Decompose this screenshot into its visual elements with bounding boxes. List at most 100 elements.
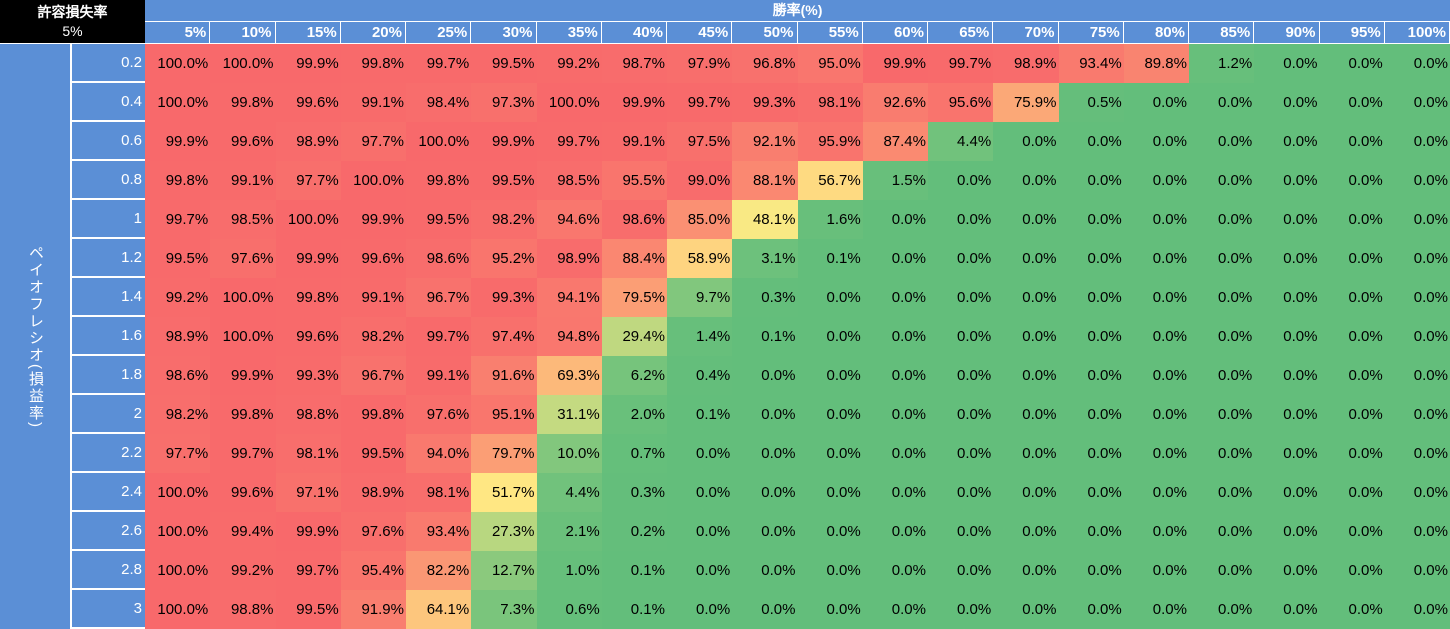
heatmap-cell: 0.0%: [1189, 83, 1255, 122]
heatmap-cell: 0.0%: [1319, 395, 1385, 434]
column-header: 5%: [145, 22, 211, 43]
heatmap-cell: 0.0%: [1319, 122, 1385, 161]
heatmap-cell: 99.9%: [601, 83, 667, 122]
heatmap-cell: 0.0%: [1384, 317, 1450, 356]
heatmap-cell: 88.4%: [601, 239, 667, 278]
heatmap-cell: 0.0%: [862, 473, 928, 512]
heatmap-cell: 98.9%: [993, 44, 1059, 83]
heatmap-cell: 0.0%: [1189, 590, 1255, 629]
corner-title: 許容損失率: [37, 4, 108, 20]
column-header: 25%: [406, 22, 472, 43]
heatmap-cell: 3.1%: [732, 239, 798, 278]
heatmap-cell: 0.0%: [862, 551, 928, 590]
row-header: 2.6: [72, 512, 145, 550]
heatmap-cell: 100.0%: [145, 473, 211, 512]
heatmap-cell: 94.8%: [536, 317, 602, 356]
heatmap-cell: 0.0%: [667, 590, 733, 629]
heatmap-cell: 0.0%: [1254, 278, 1320, 317]
heatmap-cell: 99.7%: [275, 551, 341, 590]
heatmap-cell: 79.5%: [601, 278, 667, 317]
heatmap-cell: 0.0%: [732, 434, 798, 473]
column-header: 95%: [1319, 22, 1385, 43]
heatmap-cell: 0.0%: [1254, 395, 1320, 434]
heatmap-cell: 99.6%: [210, 122, 276, 161]
heatmap-cell: 0.0%: [797, 395, 863, 434]
heatmap-cell: 98.7%: [601, 44, 667, 83]
heatmap-cell: 95.9%: [797, 122, 863, 161]
heatmap-cell: 100.0%: [145, 590, 211, 629]
row-header: 2: [72, 395, 145, 433]
column-header: 60%: [862, 22, 928, 43]
row-header: 0.6: [72, 122, 145, 160]
heatmap-cell: 0.0%: [928, 356, 994, 395]
heatmap-cell: 0.0%: [1058, 317, 1124, 356]
heatmap-cell: 99.8%: [340, 44, 406, 83]
heatmap-cell: 93.4%: [1058, 44, 1124, 83]
heatmap-cell: 99.6%: [275, 83, 341, 122]
heatmap-cell: 97.6%: [210, 239, 276, 278]
heatmap-cell: 0.0%: [993, 278, 1059, 317]
heatmap-cell: 92.1%: [732, 122, 798, 161]
heatmap-cell: 0.3%: [732, 278, 798, 317]
heatmap-cell: 0.0%: [1254, 512, 1320, 551]
heatmap-cell: 0.0%: [797, 434, 863, 473]
heatmap-cell: 0.0%: [862, 317, 928, 356]
heatmap-cell: 98.9%: [340, 473, 406, 512]
heatmap-cell: 99.0%: [667, 161, 733, 200]
heatmap-cell: 99.3%: [471, 278, 537, 317]
heatmap-cell: 99.8%: [340, 395, 406, 434]
row-header: 2.2: [72, 434, 145, 472]
heatmap-cell: 99.7%: [406, 44, 472, 83]
column-header: 10%: [210, 22, 276, 43]
heatmap-cell: 69.3%: [536, 356, 602, 395]
heatmap-cell: 0.0%: [797, 317, 863, 356]
heatmap-cell: 0.0%: [993, 473, 1059, 512]
heatmap-cell: 99.7%: [928, 44, 994, 83]
heatmap-cell: 58.9%: [667, 239, 733, 278]
heatmap-cell: 0.0%: [1123, 590, 1189, 629]
heatmap-cell: 97.4%: [471, 317, 537, 356]
heatmap-cell: 99.5%: [471, 44, 537, 83]
heatmap-cell: 95.2%: [471, 239, 537, 278]
heatmap-cell: 0.0%: [1254, 356, 1320, 395]
column-header: 100%: [1384, 22, 1450, 43]
column-header: 20%: [340, 22, 406, 43]
heatmap-cell: 98.5%: [210, 200, 276, 239]
heatmap-cell: 85.0%: [667, 200, 733, 239]
heatmap-cell: 96.8%: [732, 44, 798, 83]
heatmap-cell: 92.6%: [862, 83, 928, 122]
heatmap-cell: 99.8%: [210, 83, 276, 122]
heatmap-cell: 0.0%: [1123, 122, 1189, 161]
heatmap-cell: 0.0%: [862, 278, 928, 317]
column-header: 40%: [601, 22, 667, 43]
heatmap-cell: 95.5%: [601, 161, 667, 200]
heatmap-cell: 100.0%: [210, 278, 276, 317]
heatmap-cell: 0.0%: [667, 551, 733, 590]
heatmap-cell: 0.0%: [1319, 44, 1385, 83]
heatmap-cell: 0.0%: [862, 200, 928, 239]
heatmap-cell: 99.7%: [145, 200, 211, 239]
heatmap-cell: 100.0%: [406, 122, 472, 161]
column-header: 50%: [732, 22, 798, 43]
heatmap-cell: 0.0%: [1384, 434, 1450, 473]
heatmap-cell: 0.0%: [1058, 590, 1124, 629]
heatmap-cell: 99.9%: [340, 200, 406, 239]
heatmap-cell: 98.1%: [275, 434, 341, 473]
column-header: 65%: [928, 22, 994, 43]
row-axis-title-cell: ペイオフレシオ(損益率): [0, 44, 71, 629]
heatmap-cell: 0.0%: [993, 161, 1059, 200]
heatmap-cell: 0.0%: [1384, 395, 1450, 434]
row-header: 1.2: [72, 239, 145, 277]
heatmap-cell: 0.0%: [1058, 122, 1124, 161]
heatmap-cell: 98.9%: [536, 239, 602, 278]
heatmap-cell: 0.0%: [1123, 512, 1189, 551]
heatmap-cell: 0.7%: [601, 434, 667, 473]
heatmap-cell: 0.0%: [1123, 161, 1189, 200]
heatmap-cell: 75.9%: [993, 83, 1059, 122]
heatmap-cell: 99.9%: [210, 356, 276, 395]
heatmap-cell: 0.0%: [993, 122, 1059, 161]
heatmap-cell: 9.7%: [667, 278, 733, 317]
heatmap-cell: 100.0%: [275, 200, 341, 239]
heatmap-cell: 99.9%: [145, 122, 211, 161]
heatmap-cell: 0.0%: [1058, 473, 1124, 512]
